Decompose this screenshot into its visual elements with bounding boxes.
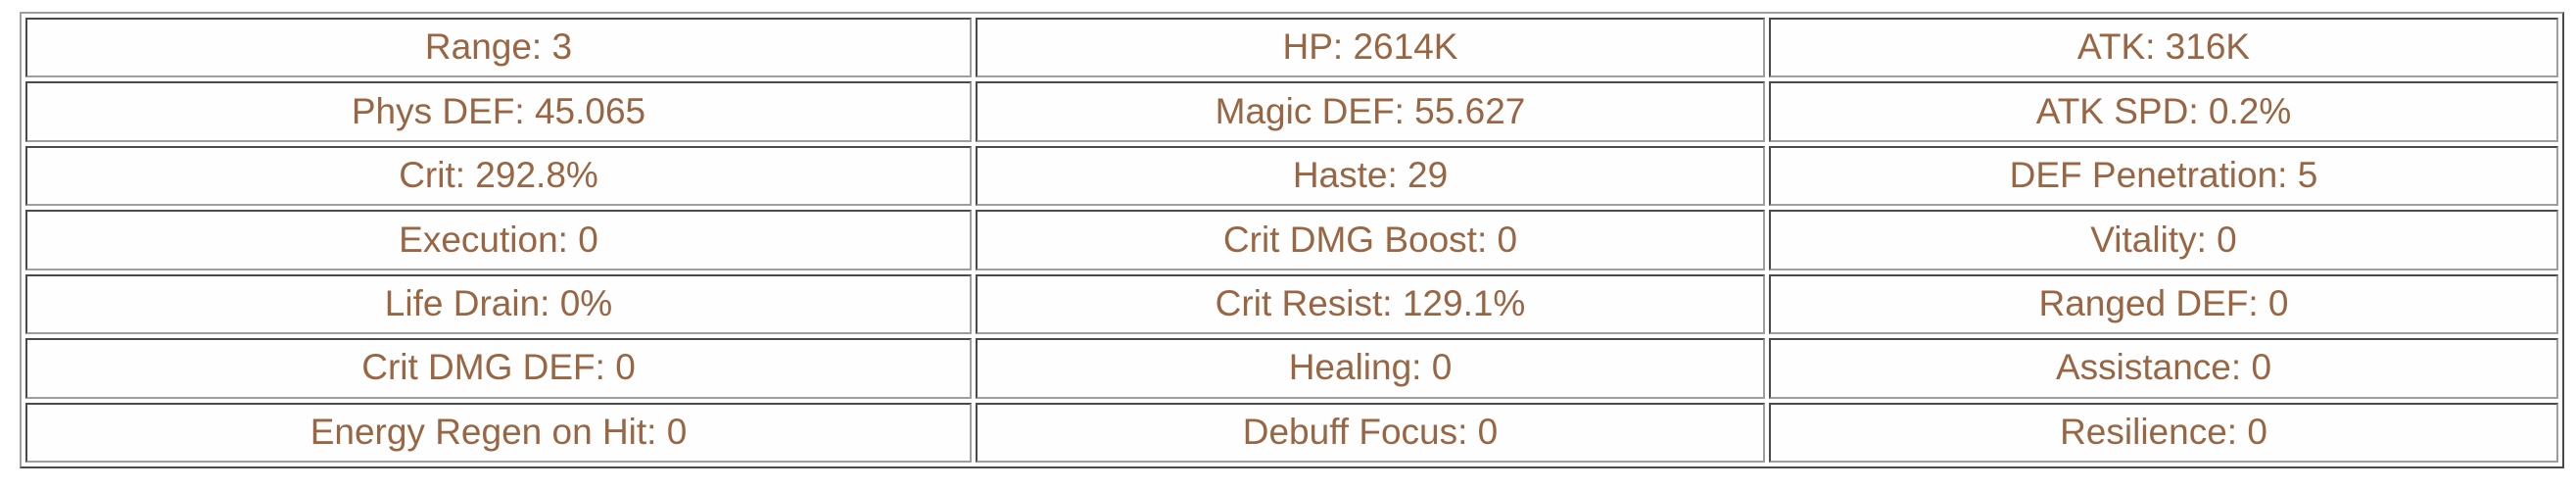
stat-cell-healing: Healing: 0	[976, 338, 1765, 399]
stat-cell-execution: Execution: 0	[25, 210, 972, 270]
stat-cell-debuff-focus: Debuff Focus: 0	[976, 402, 1765, 463]
stat-cell-assistance: Assistance: 0	[1769, 338, 2558, 399]
stat-cell-crit: Crit: 292.8%	[25, 145, 972, 207]
stat-cell-life-drain: Life Drain: 0%	[25, 273, 972, 335]
stat-cell-def-penetration: DEF Penetration: 5	[1769, 145, 2558, 207]
stat-cell-crit-dmg-boost: Crit DMG Boost: 0	[976, 210, 1765, 270]
stat-cell-magic-def: Magic DEF: 55.627	[976, 81, 1765, 142]
character-stats-table: Range: 3 HP: 2614K ATK: 316K Phys DEF: 4…	[20, 12, 2564, 468]
stats-row-3: Crit: 292.8% Haste: 29 DEF Penetration: …	[25, 145, 2558, 207]
stat-cell-vitality: Vitality: 0	[1769, 210, 2558, 270]
stat-cell-range: Range: 3	[25, 18, 972, 78]
stat-cell-crit-dmg-def: Crit DMG DEF: 0	[25, 338, 972, 399]
stat-cell-hp: HP: 2614K	[976, 18, 1765, 78]
stat-cell-ranged-def: Ranged DEF: 0	[1769, 273, 2558, 335]
stat-cell-phys-def: Phys DEF: 45.065	[25, 81, 972, 142]
stats-row-6: Crit DMG DEF: 0 Healing: 0 Assistance: 0	[25, 338, 2558, 399]
stat-cell-atk-spd: ATK SPD: 0.2%	[1769, 81, 2558, 142]
stat-cell-crit-resist: Crit Resist: 129.1%	[976, 273, 1765, 335]
stat-cell-atk: ATK: 316K	[1769, 18, 2558, 78]
stats-row-1: Range: 3 HP: 2614K ATK: 316K	[25, 18, 2558, 78]
stats-row-5: Life Drain: 0% Crit Resist: 129.1% Range…	[25, 273, 2558, 335]
stat-cell-resilience: Resilience: 0	[1769, 402, 2558, 463]
stats-row-7: Energy Regen on Hit: 0 Debuff Focus: 0 R…	[25, 402, 2558, 463]
stat-cell-energy-regen-on-hit: Energy Regen on Hit: 0	[25, 402, 972, 463]
stats-row-4: Execution: 0 Crit DMG Boost: 0 Vitality:…	[25, 210, 2558, 270]
stats-row-2: Phys DEF: 45.065 Magic DEF: 55.627 ATK S…	[25, 81, 2558, 142]
stat-cell-haste: Haste: 29	[976, 145, 1765, 207]
